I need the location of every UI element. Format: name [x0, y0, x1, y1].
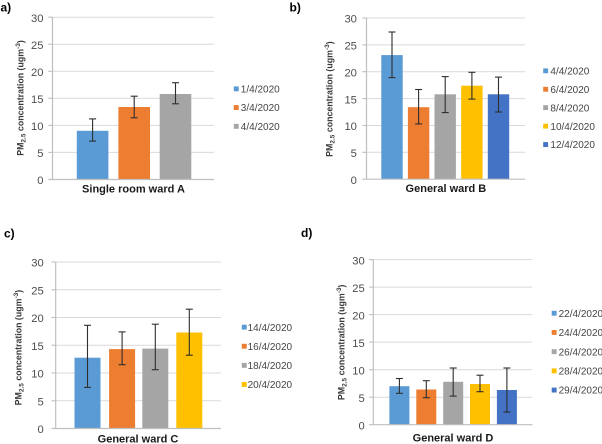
svg-text:25: 25: [31, 285, 43, 297]
svg-text:12/4/2020: 12/4/2020: [550, 140, 595, 151]
svg-text:PM2.5 concentration (ugm-3): PM2.5 concentration (ugm-3): [324, 41, 337, 157]
svg-text:10/4/2020: 10/4/2020: [550, 122, 595, 133]
svg-text:20: 20: [31, 313, 43, 325]
svg-text:5: 5: [358, 393, 364, 405]
svg-text:10: 10: [31, 121, 43, 133]
svg-text:18/4/2020: 18/4/2020: [248, 361, 293, 372]
svg-text:5: 5: [37, 396, 43, 408]
svg-text:PM2.5 concentration (ugm-3): PM2.5 concentration (ugm-3): [13, 290, 26, 406]
svg-text:30: 30: [352, 255, 364, 267]
svg-text:28/4/2020: 28/4/2020: [559, 367, 602, 378]
svg-text:0: 0: [351, 175, 357, 187]
svg-text:PM2.5 concentration (ugm-3): PM2.5 concentration (ugm-3): [15, 40, 28, 156]
svg-text:a): a): [1, 0, 12, 14]
svg-text:General ward D: General ward D: [413, 433, 494, 444]
svg-text:22/4/2020: 22/4/2020: [559, 309, 602, 320]
svg-text:15: 15: [344, 94, 356, 106]
svg-text:10: 10: [31, 369, 43, 381]
svg-text:30: 30: [31, 13, 43, 25]
svg-text:1/4/2020: 1/4/2020: [241, 85, 280, 96]
svg-text:26/4/2020: 26/4/2020: [559, 347, 602, 358]
svg-text:d): d): [301, 226, 312, 240]
svg-text:15: 15: [352, 338, 364, 350]
svg-text:b): b): [290, 0, 301, 14]
svg-text:8/4/2020: 8/4/2020: [550, 103, 589, 114]
svg-text:Single room ward A: Single room ward A: [82, 183, 185, 195]
svg-text:0: 0: [358, 420, 364, 432]
svg-text:c): c): [4, 227, 15, 241]
svg-text:29/4/2020: 29/4/2020: [559, 386, 602, 397]
svg-text:General ward C: General ward C: [98, 434, 179, 444]
svg-text:5: 5: [37, 148, 43, 160]
svg-text:10: 10: [352, 365, 364, 377]
svg-text:PM2.5 concentration (ugm-3): PM2.5 concentration (ugm-3): [336, 284, 349, 400]
svg-text:15: 15: [31, 341, 43, 353]
svg-text:24/4/2020: 24/4/2020: [559, 328, 602, 339]
svg-text:20/4/2020: 20/4/2020: [248, 380, 293, 391]
svg-text:25: 25: [352, 283, 364, 295]
svg-text:General ward B: General ward B: [406, 183, 487, 195]
svg-text:15: 15: [31, 94, 43, 106]
svg-text:20: 20: [352, 310, 364, 322]
svg-text:14/4/2020: 14/4/2020: [248, 323, 293, 334]
svg-text:5: 5: [351, 148, 357, 160]
svg-text:20: 20: [31, 67, 43, 79]
svg-text:0: 0: [37, 175, 43, 187]
svg-text:20: 20: [344, 67, 356, 79]
svg-text:30: 30: [344, 14, 356, 26]
svg-text:6/4/2020: 6/4/2020: [550, 85, 589, 96]
svg-text:25: 25: [344, 41, 356, 53]
svg-text:4/4/2020: 4/4/2020: [241, 122, 280, 133]
svg-text:3/4/2020: 3/4/2020: [241, 103, 280, 114]
svg-text:25: 25: [31, 40, 43, 52]
svg-text:30: 30: [31, 258, 43, 270]
svg-text:4/4/2020: 4/4/2020: [550, 67, 589, 78]
svg-text:16/4/2020: 16/4/2020: [248, 342, 293, 353]
svg-text:0: 0: [37, 424, 43, 436]
svg-text:10: 10: [344, 121, 356, 133]
